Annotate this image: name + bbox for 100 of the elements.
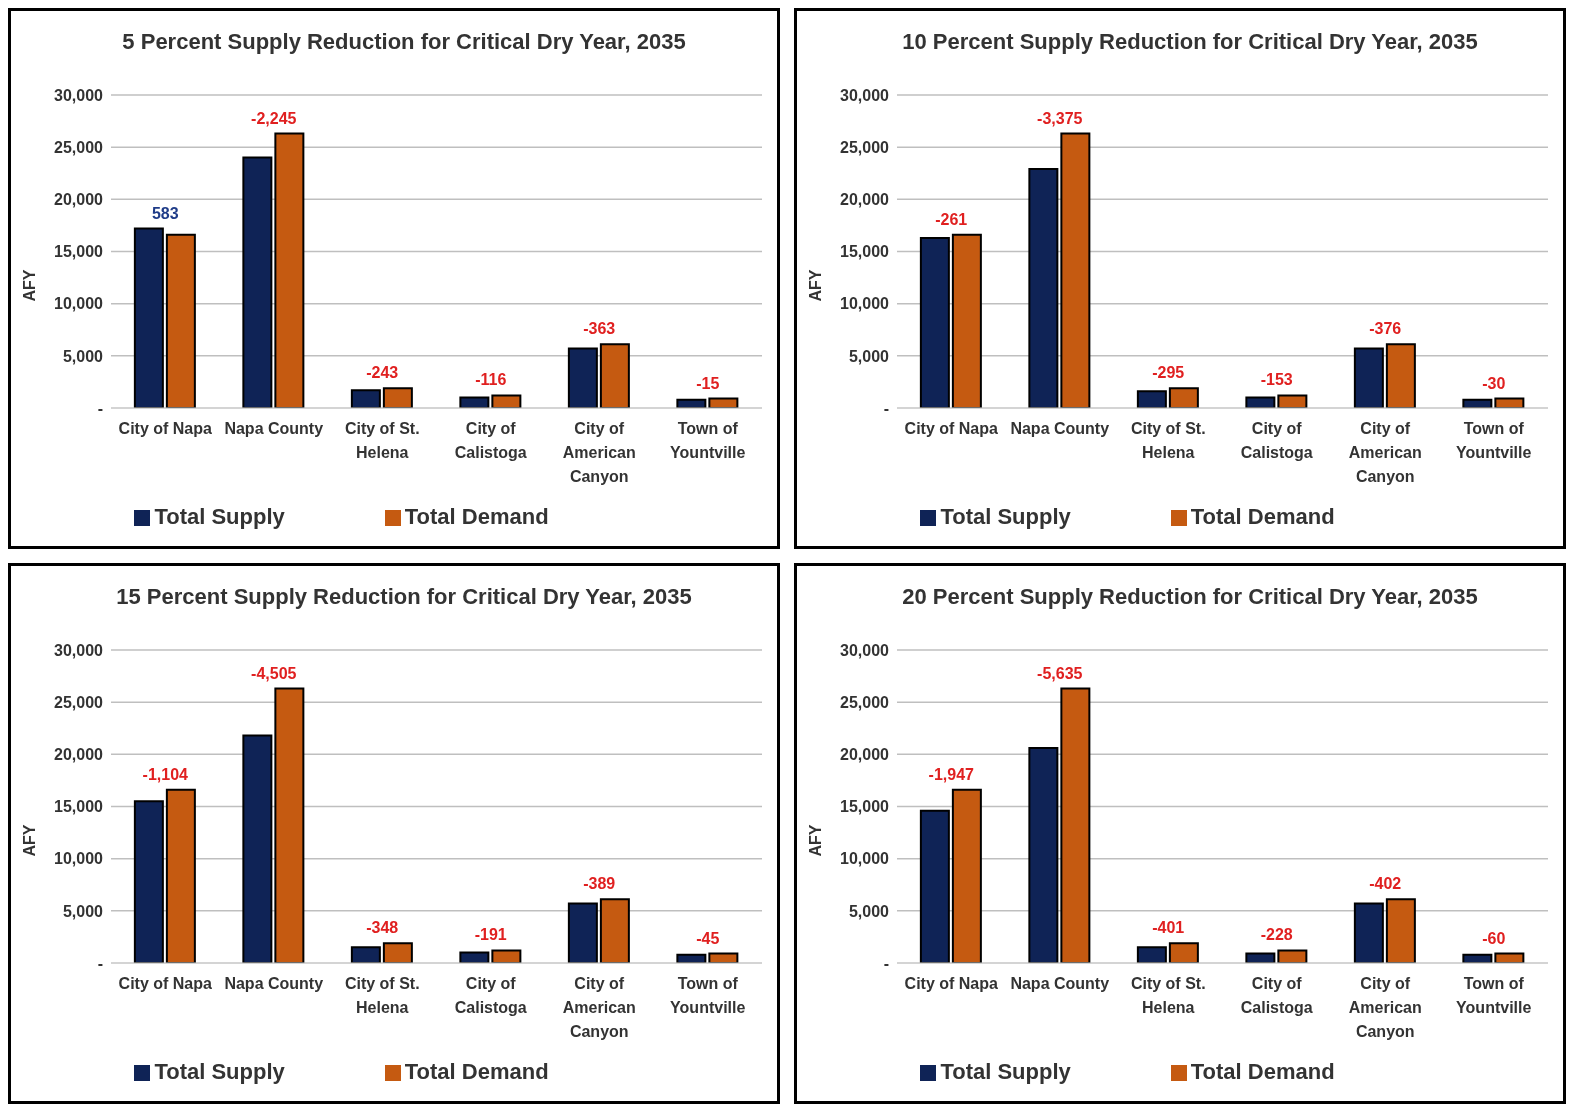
y-tick-label: 20,000	[840, 191, 890, 209]
x-tick-label: City of Calistoga	[454, 420, 527, 461]
chart-title: 15 Percent Supply Reduction for Critical Dry Year, 2035	[115, 584, 693, 610]
bar	[919, 809, 950, 963]
y-tick-label: 10,000	[54, 850, 104, 868]
y-tick-label: 5,000	[62, 902, 104, 920]
x-tick-label: City of Calistoga	[454, 975, 527, 1016]
bar	[350, 946, 381, 963]
bar	[274, 687, 305, 963]
bar	[951, 233, 982, 408]
bar	[242, 734, 273, 963]
x-tick-label: City of St. Helena	[344, 975, 420, 1016]
annotation: -116	[475, 371, 507, 389]
bar	[567, 347, 598, 408]
x-tick-label: Town of Yountville	[670, 420, 746, 461]
y-tick-label: 15,000	[54, 243, 104, 261]
x-tick-label: City of Napa	[118, 420, 213, 437]
x-tick-label: City of Calistoga	[1240, 975, 1313, 1016]
x-tick-label: City of American Canyon	[1348, 420, 1422, 485]
bar	[1060, 687, 1091, 963]
x-tick-label: City of Napa	[904, 975, 999, 992]
bar	[133, 227, 164, 408]
y-tick-label: 20,000	[54, 191, 104, 209]
y-tick-label: 20,000	[840, 746, 890, 764]
annotation: -2,245	[251, 109, 297, 127]
annotation: -1,104	[142, 765, 189, 783]
y-tick-label: -	[883, 954, 889, 972]
legend-label: Total Demand	[1190, 504, 1335, 529]
y-tick-label: 25,000	[54, 693, 104, 711]
x-tick-label: Napa County	[224, 975, 324, 992]
annotation: -15	[696, 374, 720, 392]
x-tick-label: Town of Yountville	[1456, 975, 1532, 1016]
y-tick-label: 5,000	[848, 347, 890, 365]
y-tick-label: -	[97, 399, 103, 417]
bar	[951, 788, 982, 963]
legend-label: Total Supply	[154, 1059, 285, 1084]
y-tick-label: 15,000	[840, 798, 890, 816]
bar	[165, 233, 196, 408]
annotation: -60	[1482, 929, 1506, 947]
y-tick-label: -	[883, 399, 889, 417]
bar	[599, 898, 630, 963]
x-tick-label: City of American Canyon	[562, 975, 636, 1040]
bar	[350, 389, 381, 408]
y-tick-label: 30,000	[54, 641, 104, 659]
annotation: -261	[935, 210, 968, 228]
legend-label: Total Supply	[940, 504, 1071, 529]
y-tick-label: 25,000	[54, 138, 104, 156]
annotation: -243	[366, 364, 399, 382]
x-tick-label: City of Napa	[118, 975, 213, 992]
bar	[382, 942, 413, 963]
y-tick-label: 10,000	[840, 850, 890, 868]
bar	[1060, 132, 1091, 408]
bar	[274, 132, 305, 408]
annotation: -153	[1260, 371, 1293, 389]
bar	[1028, 168, 1059, 408]
legend-label: Total Supply	[154, 504, 285, 529]
bar	[1385, 898, 1416, 963]
bar	[599, 343, 630, 408]
bar	[242, 156, 273, 408]
x-tick-label: City of St. Helena	[344, 420, 420, 461]
bar	[1277, 949, 1308, 963]
annotation: -295	[1152, 364, 1185, 382]
y-axis-title: AFY	[806, 824, 824, 857]
bar	[165, 788, 196, 963]
legend-label: Total Demand	[404, 1059, 549, 1084]
bar	[1028, 747, 1059, 963]
x-tick-label: Town of Yountville	[1456, 420, 1532, 461]
x-tick-label: Napa County	[224, 420, 324, 437]
annotation: -401	[1152, 919, 1185, 937]
bar	[1136, 390, 1167, 408]
bar	[1385, 343, 1416, 408]
x-tick-label: City of American Canyon	[562, 420, 636, 485]
bar	[382, 387, 413, 408]
y-tick-label: 30,000	[840, 86, 890, 104]
y-tick-label: 5,000	[62, 347, 104, 365]
annotation: -191	[474, 926, 507, 944]
bar	[1168, 387, 1199, 408]
annotation: -348	[366, 919, 399, 937]
x-tick-label: Town of Yountville	[670, 975, 746, 1016]
annotation: -30	[1482, 374, 1506, 392]
y-tick-label: 5,000	[848, 902, 890, 920]
chart-title: 20 Percent Supply Reduction for Critical Dry Year, 2035	[901, 584, 1479, 610]
bar	[1353, 347, 1384, 408]
y-axis-title: AFY	[20, 824, 38, 857]
annotation: -5,635	[1037, 664, 1083, 682]
x-tick-label: City of American Canyon	[1348, 975, 1422, 1040]
y-tick-label: 25,000	[840, 693, 890, 711]
legend-label: Total Supply	[940, 1059, 1071, 1084]
bar	[491, 394, 522, 408]
y-tick-label: 15,000	[840, 243, 890, 261]
annotation: -389	[583, 875, 616, 893]
x-tick-label: City of Napa	[904, 420, 999, 437]
annotation: -363	[583, 320, 616, 338]
annotation: -228	[1260, 926, 1293, 944]
legend-label: Total Demand	[404, 504, 549, 529]
chart-title: 5 Percent Supply Reduction for Critical Dry Year, 2035	[121, 29, 687, 55]
annotation: -1,947	[928, 765, 975, 783]
annotation: -3,375	[1037, 109, 1083, 127]
bar	[1353, 902, 1384, 963]
y-tick-label: 15,000	[54, 798, 104, 816]
